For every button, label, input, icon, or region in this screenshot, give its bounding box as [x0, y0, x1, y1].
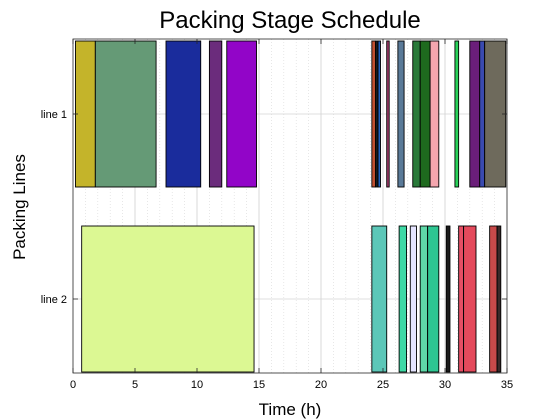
x-tick-label: 5 [132, 379, 138, 391]
task-bar [445, 225, 451, 373]
y-axis-label: Packing Lines [10, 154, 29, 260]
x-tick-label: 35 [501, 379, 513, 391]
task-bar [386, 40, 390, 188]
chart-title: Packing Stage Schedule [159, 7, 421, 34]
axes-frame [72, 38, 508, 374]
y-tick-label: line 1 [41, 109, 67, 121]
task-bar [412, 40, 421, 188]
task-bar [81, 225, 255, 373]
task-bar [94, 40, 157, 188]
x-tick-label: 20 [315, 379, 327, 391]
task-bar [463, 225, 477, 373]
x-tick-label: 25 [377, 379, 389, 391]
task-bar [489, 225, 498, 373]
x-tick-label: 0 [70, 379, 76, 391]
task-bar [496, 225, 502, 373]
task-bar [397, 40, 405, 188]
task-bar [469, 40, 481, 188]
task-bar [371, 225, 388, 373]
task-bar [398, 225, 408, 373]
task-bar [208, 40, 223, 188]
task-bar [458, 225, 465, 373]
task-bar [371, 40, 377, 188]
x-tick-label: 30 [439, 379, 451, 391]
task-bar [409, 225, 417, 373]
task-bar [419, 225, 429, 373]
x-tick-label: 10 [191, 379, 203, 391]
task-bar [165, 40, 202, 188]
y-tick-label: line 2 [41, 294, 67, 306]
task-bar [427, 225, 440, 373]
task-bar [454, 40, 460, 188]
task-bar [226, 40, 257, 188]
task-bar [429, 40, 440, 188]
x-axis-label: Time (h) [259, 400, 322, 419]
task-bar [419, 40, 431, 188]
x-tick-label: 15 [253, 379, 265, 391]
task-bar [479, 40, 486, 188]
task-bar [377, 40, 381, 188]
task-bar [75, 40, 96, 188]
